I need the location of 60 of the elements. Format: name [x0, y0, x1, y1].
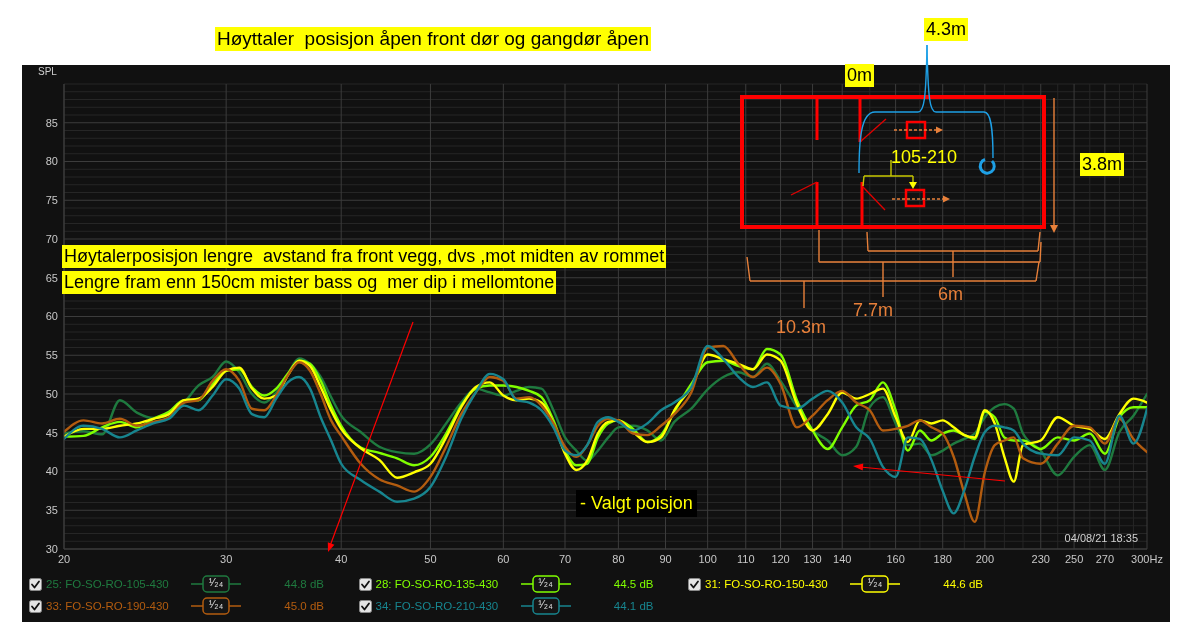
y-tick-label: 75 [45, 194, 58, 207]
y-tick-label: 40 [45, 465, 58, 478]
y-tick-label: 30 [45, 542, 58, 555]
annotation: 6m [938, 283, 964, 306]
y-tick-label: 55 [45, 349, 58, 362]
annotation: - Valgt poisjon [576, 490, 697, 517]
x-tick-label: 80 [612, 552, 625, 565]
text: 28: FO-SO-RO-135-430 [375, 577, 499, 592]
x-tick-label: 270 [1095, 552, 1115, 565]
text: 34: FO-SO-RO-210-430 [375, 599, 499, 614]
y-tick-label: 45 [45, 426, 58, 439]
text: 31: FO-SO-RO-150-430 [705, 577, 828, 592]
x-tick-label: 250 [1064, 552, 1084, 565]
x-tick-label: 50 [424, 552, 437, 565]
x-tick-label: 140 [833, 552, 852, 565]
annotation: 7.7m [853, 299, 894, 322]
text: 44.1 dB [613, 599, 654, 614]
y-tick-label: 85 [45, 116, 58, 129]
x-tick-label: 100 [698, 552, 717, 565]
text: 44.5 dB [613, 577, 654, 592]
y-axis-title: SPL [38, 66, 57, 79]
x-tick-label: 160 [886, 552, 905, 565]
y-tick-label: 70 [45, 232, 58, 245]
annotation: 10.3m [776, 316, 827, 339]
text: 33: FO-SO-RO-190-430 [46, 599, 169, 614]
text: 4.3m [924, 18, 969, 41]
y-tick-label: 60 [45, 310, 58, 323]
x-tick-label: 60 [497, 552, 510, 565]
text: 45.0 dB [284, 599, 324, 614]
x-tick-label: 230 [1031, 552, 1050, 565]
y-tick-label: 65 [45, 271, 58, 284]
x-tick-label: 90 [659, 552, 672, 565]
annotation: 105-210 [891, 146, 958, 169]
text: 44.6 dB [943, 577, 983, 592]
text: ¹⁄₂₄ [205, 598, 227, 612]
annotation: 0m [845, 64, 875, 87]
text: 25: FO-SO-RO-105-430 [46, 577, 169, 592]
x-tick-label: 120 [771, 552, 790, 565]
y-tick-label: 35 [45, 504, 58, 517]
text: ¹⁄₂₄ [534, 598, 557, 612]
x-tick-label: 70 [558, 552, 572, 565]
x-tick-label: 110 [736, 552, 755, 565]
x-tick-label: 180 [933, 552, 952, 565]
x-tick-label: 40 [335, 552, 348, 565]
chart-title: Høyttaler posisjon åpen front dør og gangdør åpen [215, 27, 651, 51]
x-tick-label: 20 [57, 552, 71, 565]
text: ¹⁄₂₄ [534, 576, 557, 590]
annotation: 04/08/21 18:35 [1064, 532, 1138, 546]
text: ¹⁄₂₄ [205, 576, 227, 590]
text: ¹⁄₂₄ [864, 576, 886, 590]
text: 44.8 dB [284, 577, 324, 592]
y-tick-label: 50 [45, 387, 58, 400]
annotation: 3.8m [1080, 153, 1125, 176]
x-tick-label: 200 [975, 552, 995, 565]
x-tick-label: 300Hz [1131, 552, 1163, 565]
x-tick-label: 30 [220, 552, 233, 565]
annotation: Lengre fram enn 150cm mister bass og mer dip i mellomtone [62, 271, 557, 294]
annotation: Høytalerposisjon lengre avstand fra front vegg, dvs ,mot midten av rommet [62, 245, 667, 268]
y-tick-label: 80 [45, 155, 58, 168]
x-tick-label: 130 [803, 552, 822, 565]
